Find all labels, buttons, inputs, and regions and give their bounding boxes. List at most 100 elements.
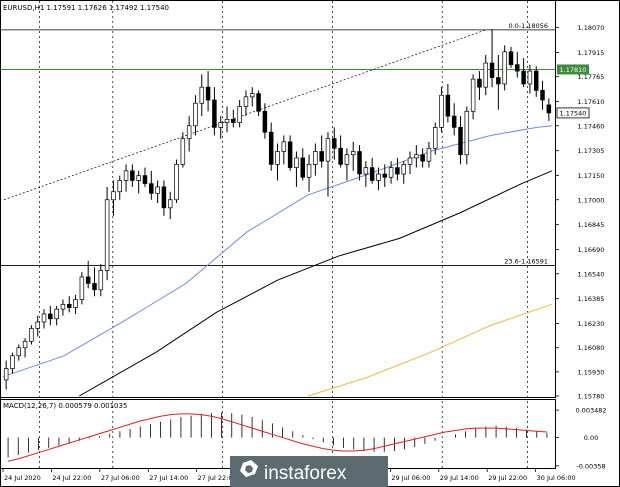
candle-body [527, 70, 533, 85]
candle-body [401, 164, 406, 175]
trend-line [3, 29, 486, 201]
macd-signal-line [7, 413, 547, 462]
candle-body [79, 276, 85, 300]
candle [527, 64, 533, 94]
candle-body [16, 347, 22, 357]
current-price-label: 1.17540 [560, 109, 587, 117]
candle [256, 90, 261, 117]
candle-body [496, 77, 501, 85]
candle [489, 29, 495, 88]
candle [60, 299, 66, 316]
candle [420, 148, 425, 168]
candle-body [98, 270, 104, 291]
candle [10, 352, 15, 374]
candle-body [237, 106, 242, 123]
candle-body [85, 276, 91, 284]
candle-body [67, 303, 72, 308]
candle [111, 180, 116, 216]
candle-body [433, 127, 438, 149]
candle-body [313, 151, 318, 165]
instaforex-logo-icon [240, 460, 258, 477]
time-tick-label: 24 Jul 2020 [4, 474, 41, 482]
candle-body [521, 70, 526, 85]
candle-body [149, 183, 154, 194]
price-tick-label: 1.16230 [578, 320, 605, 328]
candle-body [407, 157, 413, 165]
candle [294, 151, 299, 187]
candle [22, 338, 28, 358]
candle [338, 135, 343, 168]
price-tick-label: 1.16690 [578, 246, 605, 254]
candle-body [92, 283, 97, 291]
candle-body [420, 154, 425, 162]
candle [161, 180, 167, 216]
candle [205, 71, 211, 112]
candle-body [123, 170, 129, 181]
candle [300, 148, 305, 181]
time-tick-label: 30 Jul 06:00 [537, 474, 576, 482]
candle-body [369, 167, 375, 181]
candle [521, 58, 526, 88]
candle [496, 54, 501, 110]
candle [464, 106, 470, 165]
candle [332, 127, 337, 160]
candle [35, 315, 40, 337]
candle [3, 360, 9, 390]
main-plot-border [0, 0, 556, 398]
candle-body [508, 51, 514, 65]
candle [262, 103, 268, 139]
candle-body [540, 90, 545, 101]
candle [395, 157, 400, 181]
candle-body [489, 62, 495, 78]
candle [344, 148, 350, 181]
candle-body [502, 51, 507, 85]
candle [243, 90, 249, 117]
candle [67, 296, 72, 313]
candle-body [167, 199, 173, 209]
macd-tick-label: 0.003482 [575, 407, 606, 415]
candle-body [350, 151, 356, 156]
price-tick-label: 1.17915 [578, 49, 605, 57]
macd-label: MACD(12,26,7) 0.000579 0.001035 [3, 402, 127, 410]
candle [445, 83, 451, 123]
candle-body [29, 328, 34, 342]
candle-body [451, 115, 457, 128]
candle-body [60, 303, 66, 310]
candle-body [205, 86, 211, 101]
candle [142, 167, 148, 187]
candle [73, 294, 78, 314]
candle-body [483, 62, 488, 88]
candle-body [268, 131, 274, 165]
candle-body [275, 151, 280, 165]
ma-mid-line [79, 170, 553, 397]
candle [540, 80, 545, 110]
candle [470, 74, 476, 120]
candle-body [533, 70, 539, 91]
candle-body [382, 173, 388, 178]
candle-body [3, 368, 9, 381]
candle-body [395, 167, 400, 175]
candle [149, 170, 154, 200]
candle [407, 151, 413, 175]
candle [414, 145, 419, 168]
candle-body [193, 102, 198, 127]
price-axis: 1.18070 1.17915 1.17765 1.17610 1.17460 1.173… [555, 24, 605, 401]
time-tick-label: 29 Jul 14:00 [440, 474, 479, 482]
candle [117, 175, 122, 200]
time-tick-label: 27 Jul 22:00 [198, 474, 237, 482]
candle-body [363, 167, 369, 175]
candle-body [250, 93, 255, 98]
candle-body [464, 110, 470, 156]
candle [174, 159, 179, 203]
resistance-price-tag [557, 64, 589, 75]
candle [363, 161, 369, 187]
candle [388, 161, 394, 184]
candle [98, 264, 104, 297]
candle-body [287, 141, 293, 168]
candlesticks [3, 29, 552, 390]
candle [237, 100, 242, 128]
candle-body [300, 157, 305, 178]
candle-body [470, 78, 476, 112]
candle-body [388, 167, 394, 178]
candle [281, 135, 287, 165]
